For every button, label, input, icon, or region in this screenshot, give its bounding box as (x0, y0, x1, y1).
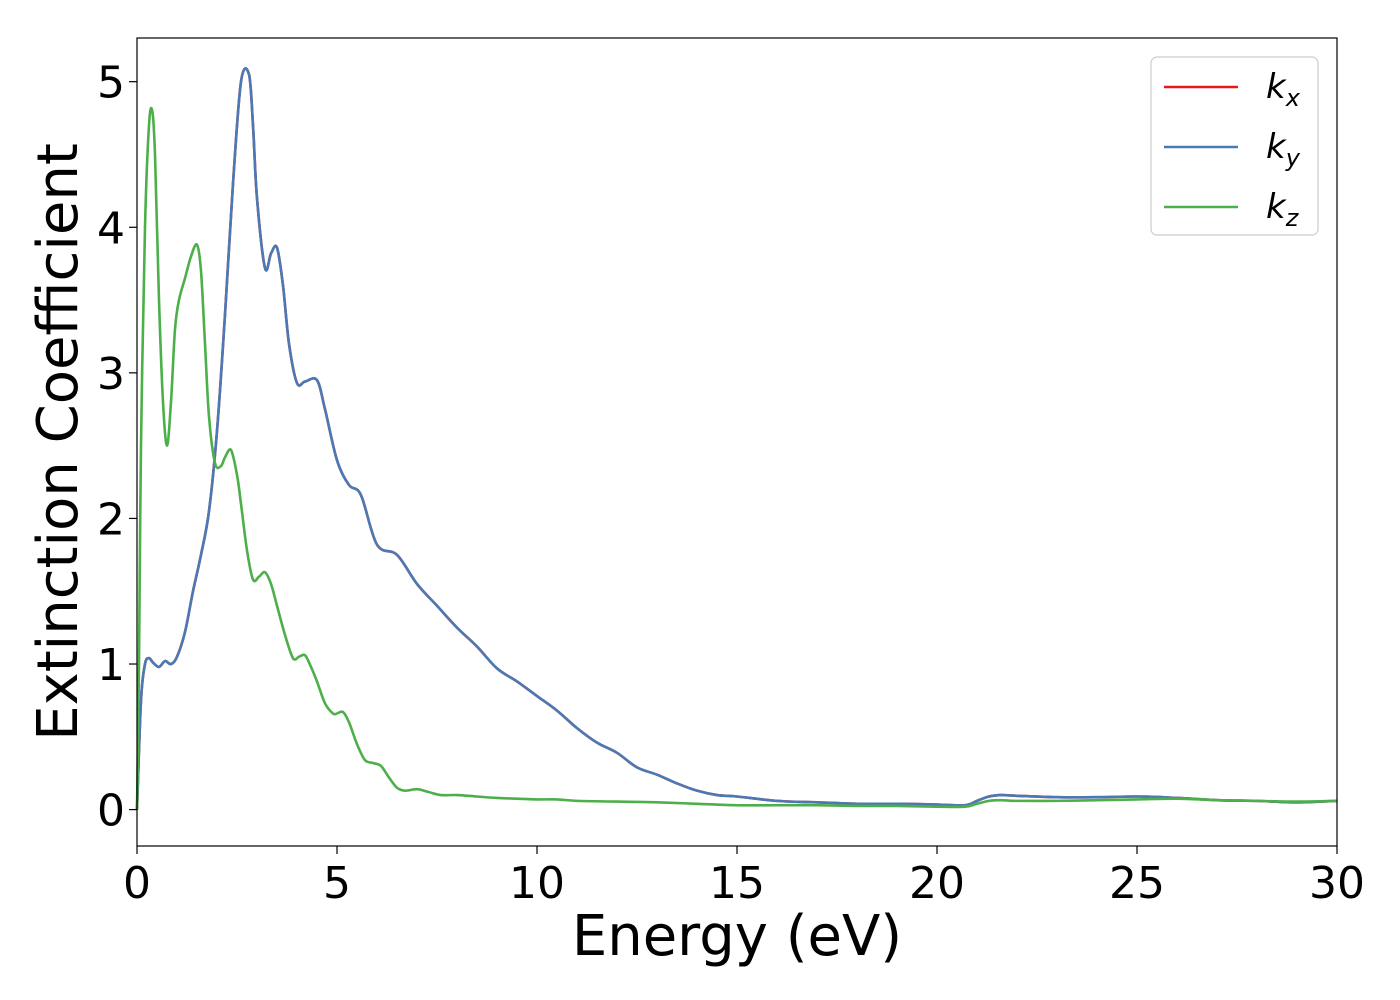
series-layer (135, 67, 1338, 810)
legend-label-z: kz (1266, 187, 1300, 232)
legend: kx ky kz (1150, 56, 1319, 236)
y-tick-label: 1 (97, 640, 125, 691)
series-line-z (135, 106, 1338, 810)
x-axis: 0 5 10 15 20 25 30 (123, 846, 1365, 909)
plot-background (137, 38, 1337, 846)
y-tick-label: 4 (97, 203, 125, 254)
y-tick-label: 0 (97, 786, 125, 837)
x-tick-label: 30 (1309, 858, 1365, 909)
x-tick-label: 25 (1109, 858, 1165, 909)
y-tick-label: 3 (97, 349, 125, 400)
x-tick-label: 0 (123, 858, 151, 909)
y-tick-label: 5 (97, 58, 125, 109)
series-line-y (135, 67, 1338, 810)
x-tick-label: 10 (509, 858, 565, 909)
x-tick-label: 5 (323, 858, 351, 909)
y-axis-label: Extinction Coefficient (26, 143, 91, 741)
x-tick-label: 20 (909, 858, 965, 909)
x-axis-label: Energy (eV) (572, 904, 902, 969)
x-tick-label: 15 (709, 858, 765, 909)
y-tick-label: 2 (97, 494, 125, 545)
y-axis: 0 1 2 3 4 5 (97, 58, 137, 837)
legend-label-y: ky (1266, 127, 1301, 172)
legend-label-x: kx (1266, 67, 1301, 112)
